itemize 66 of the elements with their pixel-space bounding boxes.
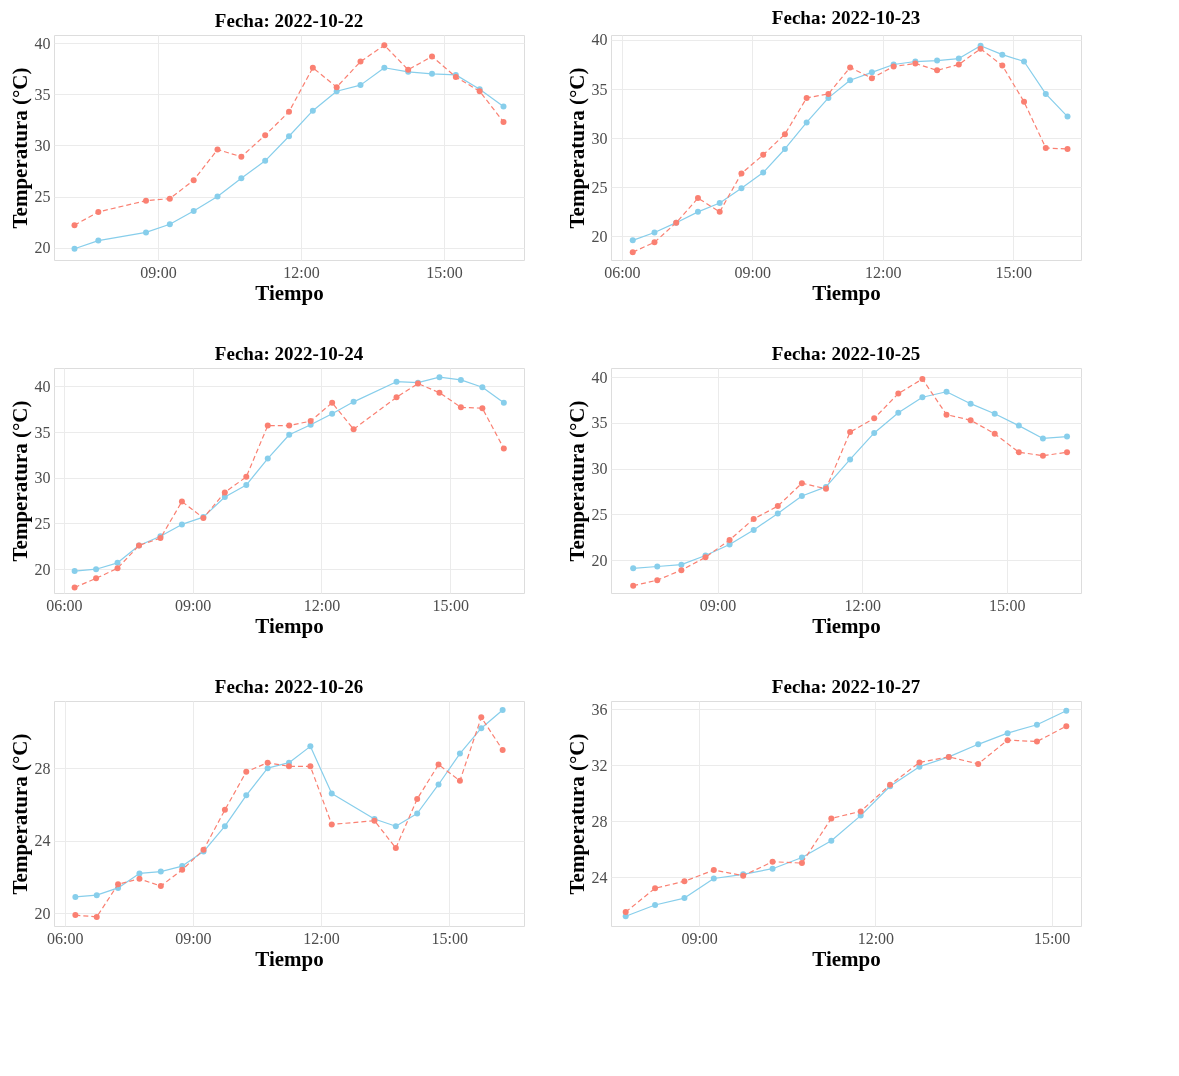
y-tick-label: 30 [591, 460, 608, 478]
x-tick-label: 15:00 [1033, 929, 1071, 947]
x-tick-label: 06:00 [46, 929, 84, 947]
x-tick-label: 12:00 [865, 263, 902, 281]
y-axis-title: Temperatura (°C) [564, 67, 589, 229]
x-tick-label: 12:00 [844, 596, 881, 614]
y-tick-label: 40 [591, 31, 608, 49]
x-tick-label: 12:00 [303, 596, 341, 614]
y-tick-label: 25 [34, 514, 51, 532]
y-tick-label: 24 [591, 868, 608, 886]
y-tick-label: 36 [591, 700, 608, 718]
x-axis-title: Tiempo [255, 280, 324, 305]
y-axis-title: Temperatura (°C) [7, 733, 32, 895]
x-tick-label: 09:00 [681, 929, 718, 947]
y-tick-label: 20 [34, 560, 51, 578]
y-tick-label: 40 [34, 34, 51, 52]
y-tick-label: 28 [591, 812, 608, 830]
y-tick-label: 25 [591, 505, 608, 523]
x-tick-label: 15:00 [431, 929, 468, 947]
y-tick-label: 40 [591, 368, 608, 386]
x-tick-label: 09:00 [174, 596, 212, 614]
chart-title: Fecha: 2022-10-26 [214, 676, 364, 697]
y-axis-title: Temperatura (°C) [564, 400, 589, 562]
x-axis-title: Tiempo [812, 613, 881, 638]
x-tick-label: 09:00 [140, 263, 177, 281]
y-tick-label: 32 [591, 756, 608, 774]
y-tick-label: 28 [34, 759, 51, 777]
y-tick-label: 30 [591, 129, 608, 147]
x-tick-label: 09:00 [699, 596, 737, 614]
x-tick-label: 12:00 [857, 929, 895, 947]
y-tick-label: 30 [34, 469, 51, 487]
x-tick-label: 15:00 [995, 263, 1032, 281]
y-axis-title: Temperatura (°C) [564, 733, 589, 895]
x-axis-title: Tiempo [255, 946, 324, 971]
x-axis-title: Tiempo [812, 946, 881, 971]
y-axis-title: Temperatura (°C) [7, 400, 32, 562]
y-tick-label: 35 [591, 414, 608, 432]
y-axis-title: Temperatura (°C) [7, 67, 32, 229]
y-tick-label: 20 [591, 227, 608, 245]
y-tick-label: 35 [34, 85, 51, 103]
x-tick-label: 15:00 [426, 263, 463, 281]
x-tick-label: 12:00 [303, 929, 340, 947]
y-tick-label: 35 [34, 423, 51, 441]
x-tick-label: 15:00 [432, 596, 469, 614]
y-tick-label: 30 [34, 136, 51, 154]
x-tick-label: 06:00 [46, 596, 83, 614]
x-axis-title: Tiempo [812, 280, 881, 305]
chart-title: Fecha: 2022-10-23 [771, 6, 921, 28]
y-tick-label: 20 [34, 904, 51, 922]
y-tick-label: 24 [34, 832, 51, 850]
chart-title: Fecha: 2022-10-22 [214, 10, 364, 31]
y-tick-label: 20 [34, 239, 51, 257]
chart-title: Fecha: 2022-10-24 [214, 343, 364, 364]
y-tick-label: 40 [34, 377, 51, 395]
chart-title: Fecha: 2022-10-27 [771, 676, 921, 697]
x-tick-label: 12:00 [283, 263, 320, 281]
x-axis-title: Tiempo [255, 613, 324, 638]
x-tick-label: 06:00 [604, 263, 641, 281]
x-tick-label: 09:00 [734, 263, 772, 281]
x-tick-label: 15:00 [989, 596, 1026, 614]
y-tick-label: 25 [34, 188, 51, 206]
y-tick-label: 20 [591, 551, 608, 569]
x-tick-label: 09:00 [175, 929, 212, 947]
chart-title: Fecha: 2022-10-25 [771, 343, 921, 364]
y-tick-label: 35 [591, 80, 608, 98]
y-tick-label: 25 [591, 178, 608, 196]
